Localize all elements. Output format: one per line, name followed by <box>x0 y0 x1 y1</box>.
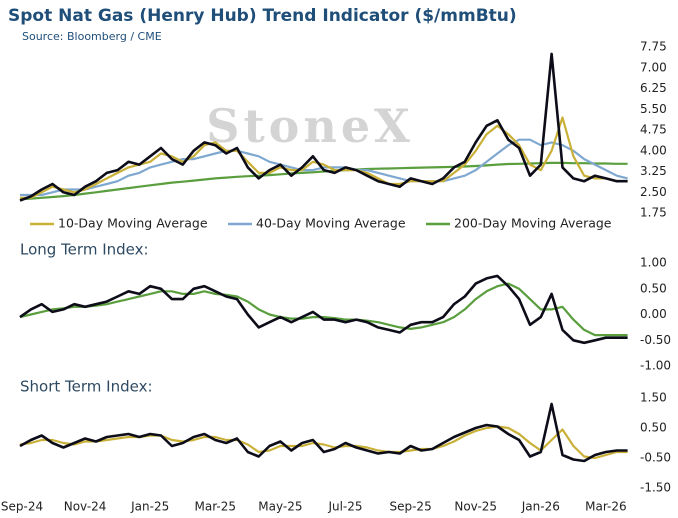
x-tick-label: May-25 <box>258 500 302 514</box>
y-tick-label: 0.00 <box>640 307 667 321</box>
y-tick-label: 7.00 <box>640 60 667 74</box>
chart-title: Spot Nat Gas (Henry Hub) Trend Indicator… <box>8 6 517 26</box>
legend-label: 10-Day Moving Average <box>58 216 208 231</box>
y-tick-label: 3.25 <box>640 164 667 178</box>
y-tick-label: 5.50 <box>640 102 667 116</box>
y-tick-label: 1.50 <box>640 391 667 405</box>
series-line <box>19 402 628 463</box>
panel-title: Short Term Index: <box>20 378 153 396</box>
x-tick-label: Nov-25 <box>454 500 497 514</box>
series-line <box>19 282 628 337</box>
series-line <box>20 138 628 197</box>
y-tick-label: 4.00 <box>640 143 667 157</box>
y-tick-label: -0.50 <box>640 333 671 347</box>
panel-title: Long Term Index: <box>20 241 149 259</box>
x-tick-label: Nov-24 <box>64 500 107 514</box>
x-tick-label: Sep-25 <box>389 500 431 514</box>
legend-label: 200-Day Moving Average <box>454 216 612 231</box>
y-tick-label: 1.75 <box>640 206 667 220</box>
y-tick-label: 0.50 <box>640 281 667 295</box>
x-tick-label: Jan-25 <box>130 500 169 514</box>
y-tick-label: 2.50 <box>640 185 667 199</box>
y-tick-label: 4.75 <box>640 123 667 137</box>
y-tick-label: 6.25 <box>640 81 667 95</box>
y-tick-label: -1.00 <box>640 359 671 373</box>
legend-label: 40-Day Moving Average <box>256 216 406 231</box>
x-tick-label: Sep-24 <box>1 500 43 514</box>
series-line <box>19 52 628 202</box>
y-tick-label: 7.75 <box>640 40 667 54</box>
y-tick-label: 1.00 <box>640 256 667 270</box>
y-tick-label: 0.50 <box>640 421 667 435</box>
chart-subtitle: Source: Bloomberg / CME <box>22 30 162 43</box>
series-line <box>20 116 628 199</box>
x-tick-label: Mar-26 <box>585 500 626 514</box>
series-line <box>19 425 628 460</box>
y-tick-label: -0.50 <box>640 451 671 465</box>
x-tick-label: Jan-26 <box>521 500 560 514</box>
x-tick-label: Mar-25 <box>195 500 236 514</box>
series-line <box>19 274 628 345</box>
x-tick-label: Jul-25 <box>327 500 362 514</box>
y-tick-label: -1.50 <box>640 481 671 495</box>
watermark: StoneX <box>206 99 414 153</box>
